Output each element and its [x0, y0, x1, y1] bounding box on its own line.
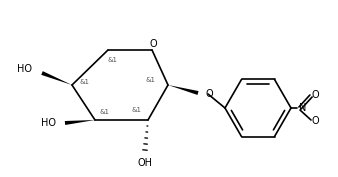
Text: O: O [149, 39, 157, 49]
Text: HO: HO [18, 64, 32, 74]
Polygon shape [168, 85, 198, 95]
Polygon shape [41, 71, 72, 85]
Polygon shape [65, 120, 95, 125]
Text: O: O [206, 89, 214, 99]
Text: HO: HO [41, 118, 55, 128]
Text: &1: &1 [145, 77, 155, 83]
Text: &1: &1 [100, 109, 110, 115]
Text: O: O [311, 116, 319, 126]
Text: &1: &1 [79, 79, 89, 85]
Text: &1: &1 [131, 107, 141, 113]
Text: OH: OH [138, 158, 152, 168]
Text: N: N [299, 103, 306, 113]
Text: O: O [311, 90, 319, 100]
Text: &1: &1 [107, 57, 117, 63]
